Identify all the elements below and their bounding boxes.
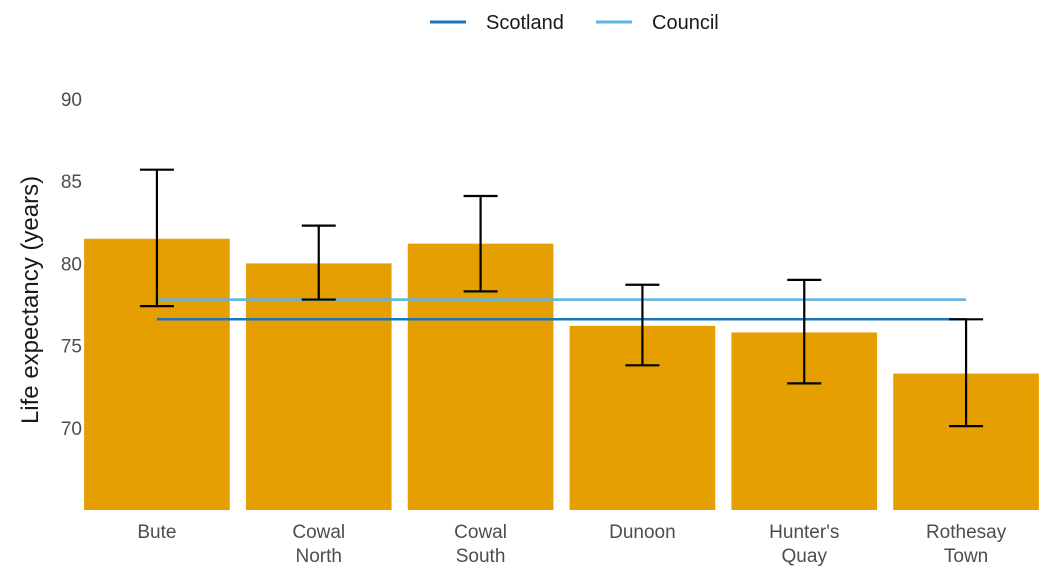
x-axis-ticks: Bute Cowal North Cowal South Dunoon Hunter's Qu… xyxy=(137,522,1006,566)
y-tick-label: 70 xyxy=(61,419,82,440)
y-tick-label: 85 xyxy=(61,172,82,193)
legend-label-council: Council xyxy=(652,12,719,34)
bar xyxy=(245,263,392,510)
x-tick-label: Cowal North xyxy=(292,522,345,566)
reference-lines xyxy=(156,298,967,321)
bars xyxy=(84,238,1039,511)
x-tick-label: Bute xyxy=(137,522,176,543)
x-tick-label: Hunter's Quay xyxy=(769,522,839,566)
x-tick-label: Rothesay Town xyxy=(926,522,1007,566)
y-tick-label: 90 xyxy=(61,90,82,111)
error-bars xyxy=(139,168,984,428)
y-tick-label: 75 xyxy=(61,337,82,358)
y-axis-title: Life expectancy (years) xyxy=(17,176,44,424)
legend-label-scotland: Scotland xyxy=(486,12,564,34)
y-axis-ticks: 70 75 80 85 90 xyxy=(61,90,82,440)
x-tick-label: Cowal South xyxy=(454,522,507,566)
x-tick-label: Dunoon xyxy=(609,522,676,543)
legend: Scotland Council xyxy=(430,12,719,34)
y-tick-label: 80 xyxy=(61,254,82,275)
